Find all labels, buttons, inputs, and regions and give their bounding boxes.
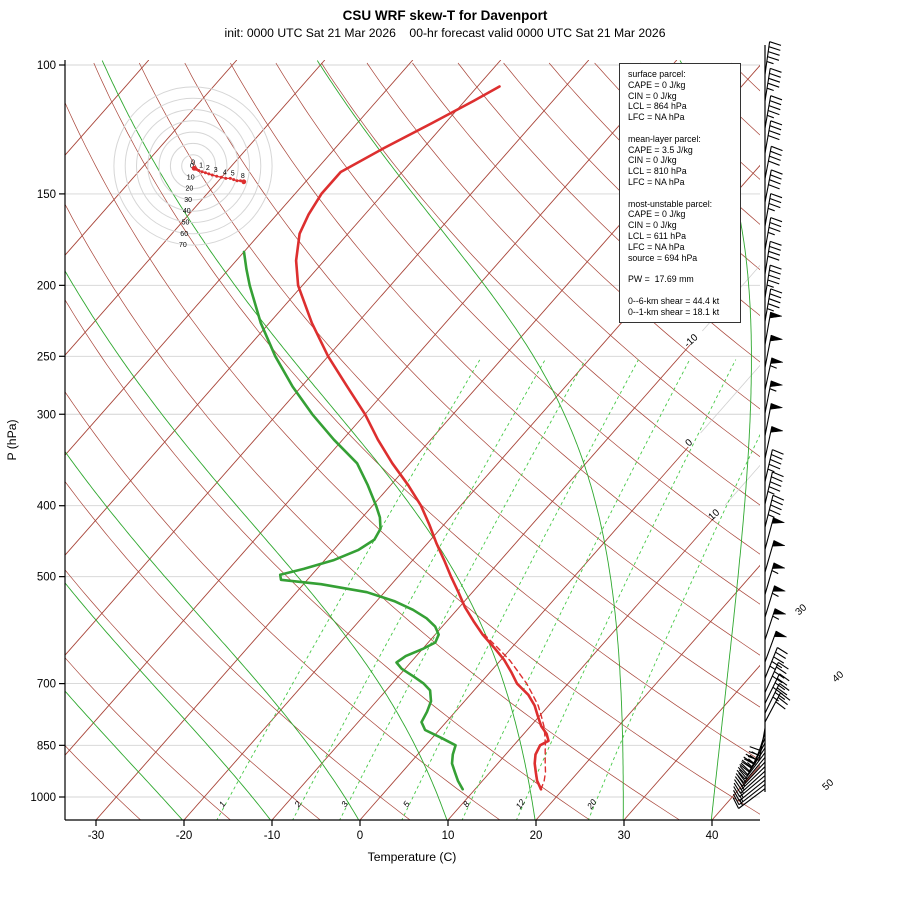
parcel-info-line: [628, 188, 738, 199]
mixing-ratio-label: 5: [401, 799, 412, 809]
x-tick-label: -30: [88, 830, 105, 842]
chart-subtitle: init: 0000 UTC Sat 21 Mar 2026 00-hr for…: [224, 26, 665, 40]
parcel-info-line: CAPE = 0 J/kg: [628, 209, 686, 220]
mixing-ratio-label: 3: [339, 799, 350, 809]
parcel-info-line: PW = 17.69 mm: [628, 274, 694, 285]
x-tick-label: 10: [442, 830, 455, 842]
mixing-ratio-label: 2: [292, 799, 304, 810]
y-tick-label: 700: [37, 679, 56, 691]
isotherm-label: 50: [821, 777, 837, 793]
hodograph-ring-label: 20: [186, 186, 194, 193]
y-tick-label: 300: [37, 409, 56, 421]
hodograph-ring-label: 30: [184, 197, 192, 204]
parcel-trace: [483, 633, 547, 790]
parcel-info-line: CIN = 0 J/kg: [628, 220, 677, 231]
parcel-info-line: most-unstable parcel:: [628, 198, 713, 209]
background-lines: 1 2 3 5 8 12 20: [65, 60, 760, 820]
parcel-info-line: LFC = NA hPa: [628, 112, 685, 123]
parcel-info-line: 0--1-km shear = 18.1 kt: [628, 306, 720, 317]
parcel-info-line: LFC = NA hPa: [628, 241, 685, 252]
parcel-info-line: CAPE = 3.5 J/kg: [628, 144, 693, 155]
hodograph-ring-label: 40: [183, 208, 191, 215]
hodograph-ring-label: 50: [182, 220, 190, 227]
y-tick-label: 500: [37, 572, 56, 584]
x-tick-label: 20: [530, 830, 543, 842]
hodograph-height-label: 8: [241, 173, 245, 180]
y-tick-label: 200: [37, 280, 56, 292]
parcel-info-line: 0--6-km shear = 44.4 kt: [628, 295, 720, 306]
hodograph-height-label: 1: [199, 163, 203, 170]
parcel-info-line: CIN = 0 J/kg: [628, 90, 677, 101]
parcel-info-line: LCL = 864 hPa: [628, 101, 687, 112]
isotherm-label: 40: [831, 669, 847, 685]
hodograph-height-label: 5: [231, 171, 235, 178]
mixing-ratio-label: 12: [514, 797, 528, 811]
x-tick-label: -20: [176, 830, 193, 842]
sounding-traces: [242, 85, 550, 791]
parcel-info-line: [628, 285, 738, 296]
parcel-info-line: [628, 123, 738, 134]
wind-barbs: [732, 41, 791, 809]
hodograph-ring-label: 10: [187, 174, 195, 181]
parcel-info-line: CAPE = 0 J/kg: [628, 79, 686, 90]
parcel-info-line: surface parcel:: [628, 69, 686, 79]
isotherm-label: 30: [794, 602, 810, 618]
hodograph-height-label: 2: [206, 165, 210, 172]
x-tick-label: 30: [618, 830, 631, 842]
hodograph-height-label: 3: [214, 167, 218, 174]
x-tick-label: 0: [357, 830, 363, 842]
hodograph: 0 10 20 30 40 50 60 70 0 1 2 3 4 5 8: [113, 86, 273, 249]
parcel-info-box: surface parcel: CAPE = 0 J/kg CIN = 0 J/kg…: [619, 63, 741, 324]
y-tick-label: 150: [37, 189, 56, 201]
parcel-info-line: source = 694 hPa: [628, 252, 698, 263]
hodograph-height-label: 0: [191, 159, 195, 166]
temperature-trace: [294, 85, 550, 791]
hodograph-ring-label: 60: [180, 231, 188, 238]
y-tick-label: 400: [37, 501, 56, 513]
isotherm-label: -10: [682, 332, 700, 350]
parcel-info-line: LCL = 611 hPa: [628, 230, 686, 241]
isotherm-label: 10: [707, 507, 723, 523]
y-tick-label: 250: [37, 351, 56, 363]
parcel-info-line: LFC = NA hPa: [628, 176, 685, 187]
y-axis-label: P (hPa): [5, 419, 19, 460]
dewpoint-trace: [242, 250, 464, 791]
parcel-info-line: mean-layer parcel:: [628, 133, 701, 144]
hodograph-ring-label: 0: [190, 163, 194, 170]
y-tick-label: 850: [37, 740, 56, 752]
hodograph-ring-label: 70: [179, 242, 187, 249]
isotherm-label: 0: [684, 437, 696, 449]
x-tick-label: 40: [706, 830, 719, 842]
chart-title: CSU WRF skew-T for Davenport: [343, 8, 548, 23]
mixing-ratio-label: 8: [461, 799, 472, 809]
y-tick-label: 1000: [30, 792, 56, 804]
parcel-info-line: LCL = 810 hPa: [628, 166, 687, 177]
mixing-ratio-label: 20: [584, 797, 598, 812]
x-tick-label: -10: [264, 830, 281, 842]
parcel-info-line: CIN = 0 J/kg: [628, 155, 677, 166]
parcel-info-line: [628, 263, 738, 274]
y-tick-label: 100: [37, 60, 56, 72]
x-axis-label: Temperature (C): [368, 850, 457, 864]
mixing-ratio-label: 1: [217, 799, 228, 809]
hodograph-height-label: 4: [223, 169, 227, 176]
